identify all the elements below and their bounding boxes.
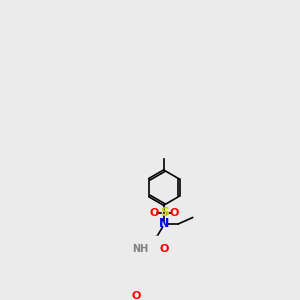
Text: O: O [131,291,140,300]
Text: S: S [160,206,169,219]
Text: O: O [149,208,159,218]
Text: N: N [159,218,169,230]
Text: O: O [170,208,179,218]
Text: NH: NH [132,244,149,254]
Text: O: O [160,244,169,254]
